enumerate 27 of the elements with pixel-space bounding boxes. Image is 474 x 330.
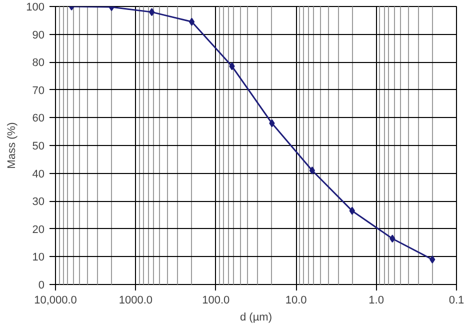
y-axis-title: Mass (%)	[6, 122, 18, 169]
y-tick-label: 80	[32, 57, 45, 70]
point	[349, 206, 355, 215]
y-tick-label: 90	[32, 29, 45, 42]
y-tick-label: 0	[38, 280, 45, 292]
y-tick-label: 60	[32, 112, 45, 125]
y-tick-label: 100	[26, 2, 45, 14]
y-tick-label: 20	[32, 224, 45, 236]
point	[430, 255, 436, 264]
y-tick-label: 70	[32, 84, 45, 97]
x-tick-label: 1000.0	[118, 294, 153, 306]
point	[309, 166, 316, 175]
y-tick-label: 40	[32, 168, 45, 180]
x-tick-label: 1.0	[368, 294, 384, 306]
x-axis-title: d (µm)	[240, 312, 272, 324]
point	[390, 234, 396, 243]
point	[188, 18, 195, 26]
y-tick-label: 30	[32, 196, 45, 208]
point	[148, 8, 155, 16]
x-tick-label: 10.0	[285, 294, 307, 306]
point	[269, 119, 275, 128]
x-tick-label: 10,000.0	[34, 294, 77, 306]
x-tick-label: 0.1	[448, 294, 464, 306]
y-tick-label: 50	[32, 140, 45, 152]
point	[229, 62, 235, 70]
x-tick-label: 100.0	[202, 294, 230, 306]
y-tick-label: 10	[32, 252, 45, 264]
